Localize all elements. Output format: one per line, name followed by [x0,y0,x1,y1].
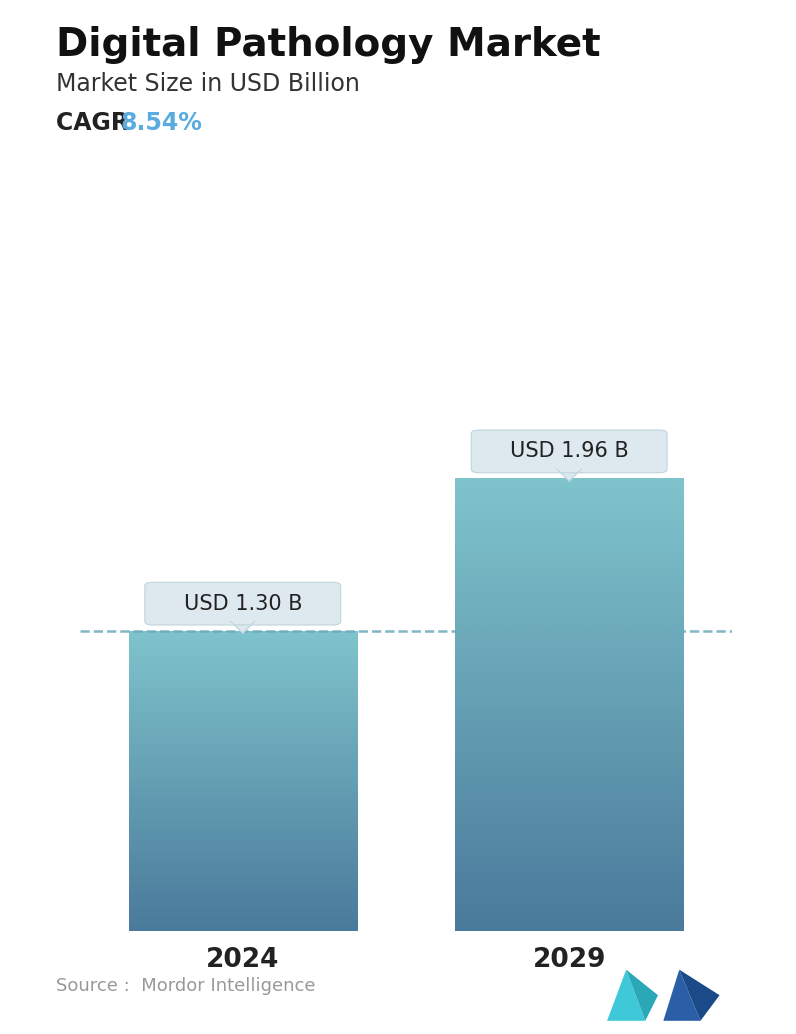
Text: USD 1.30 B: USD 1.30 B [184,594,302,613]
Polygon shape [663,970,700,1021]
Polygon shape [679,970,720,1021]
Text: Source :  Mordor Intelligence: Source : Mordor Intelligence [56,977,315,995]
Text: CAGR: CAGR [56,111,137,134]
FancyBboxPatch shape [145,582,341,625]
Text: Market Size in USD Billion: Market Size in USD Billion [56,72,360,96]
Polygon shape [231,621,255,633]
Text: USD 1.96 B: USD 1.96 B [509,442,629,461]
FancyBboxPatch shape [471,430,667,473]
Polygon shape [557,469,581,481]
Polygon shape [607,970,646,1021]
Polygon shape [626,970,658,1021]
Text: 8.54%: 8.54% [121,111,203,134]
Text: Digital Pathology Market: Digital Pathology Market [56,26,600,64]
